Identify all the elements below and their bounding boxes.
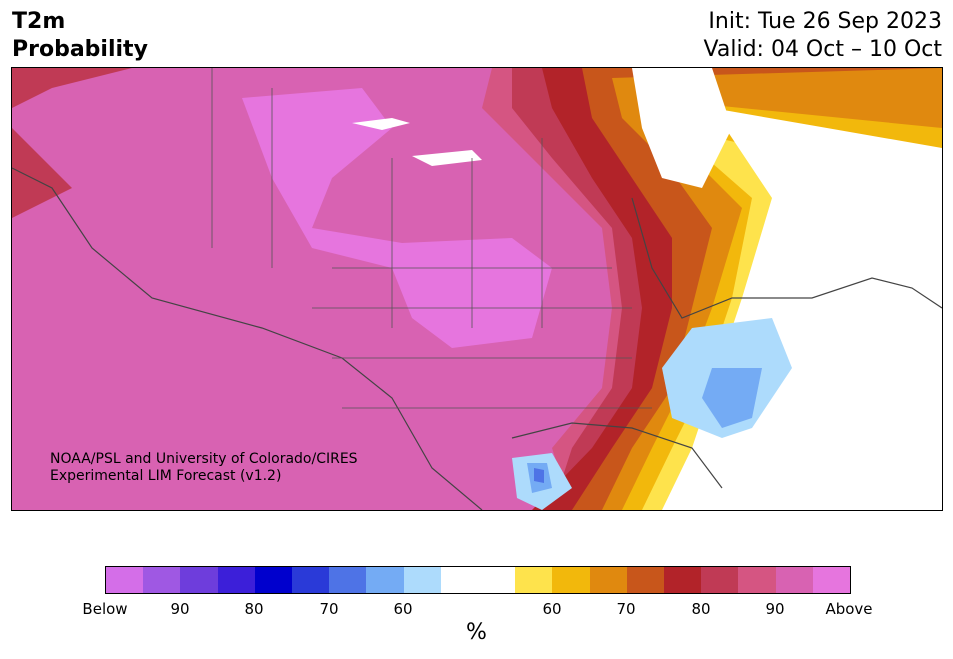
- colorbar-segment: [775, 567, 813, 593]
- colorbar-segment: [812, 567, 851, 593]
- forecast-map: NOAA/PSL and University of Colorado/CIRE…: [11, 67, 943, 511]
- title-line2: Probability: [12, 37, 148, 62]
- colorbar-tick-label: Above: [825, 600, 873, 618]
- coastline-gulf: [511, 422, 723, 489]
- credit-line1: NOAA/PSL and University of Colorado/CIRE…: [50, 451, 358, 467]
- colorbar-segment: [143, 567, 181, 593]
- colorbar-segment: [701, 567, 739, 593]
- colorbar-segment: [403, 567, 441, 593]
- colorbar-tick-label: 90: [765, 600, 785, 618]
- map-svg: [12, 68, 942, 510]
- credit-text: NOAA/PSL and University of Colorado/CIRE…: [50, 451, 358, 485]
- colorbar-segment: [106, 567, 144, 593]
- colorbar-tick-label: 80: [691, 600, 711, 618]
- colorbar-segment: [478, 567, 516, 593]
- colorbar-segment: [292, 567, 330, 593]
- lake-great-bear: [412, 150, 482, 166]
- colorbar-segment: [626, 567, 665, 593]
- colorbar-segment: [217, 567, 255, 593]
- region-alaska-band: [12, 68, 132, 108]
- coastline-east: [631, 197, 942, 319]
- init-date: Init: Tue 26 Sep 2023: [708, 9, 942, 34]
- colorbar: [105, 566, 851, 594]
- colorbar-tick-label: 70: [319, 600, 339, 618]
- colorbar-segment: [515, 567, 553, 593]
- colorbar-segment: [366, 567, 404, 593]
- colorbar-segment: [664, 567, 702, 593]
- region-gulf-below-p65: [534, 468, 544, 483]
- title-line1: T2m: [12, 9, 66, 34]
- colorbar-tick-label: Below: [82, 600, 128, 618]
- political-borders: [211, 68, 652, 409]
- title: T2m Probability: [12, 8, 148, 64]
- colorbar-segment: [180, 567, 218, 593]
- date-info: Init: Tue 26 Sep 2023 Valid: 04 Oct – 10…: [704, 8, 942, 64]
- colorbar-tick-label: 80: [244, 600, 264, 618]
- colorbar-segment: [329, 567, 367, 593]
- credit-line2: Experimental LIM Forecast (v1.2): [50, 468, 282, 484]
- colorbar-tick-label: 70: [616, 600, 636, 618]
- colorbar-tick-label: 90: [170, 600, 190, 618]
- colorbar-tick-label: 60: [542, 600, 562, 618]
- colorbar-tick-label: 60: [393, 600, 413, 618]
- colorbar-segment: [254, 567, 293, 593]
- colorbar-unit-label: %: [466, 620, 487, 645]
- colorbar-segment: [738, 567, 776, 593]
- region-east-below-p60: [702, 368, 762, 428]
- colorbar-segment: [589, 567, 627, 593]
- valid-date: Valid: 04 Oct – 10 Oct: [703, 37, 942, 62]
- colorbar-segment: [440, 567, 479, 593]
- region-central-core: [242, 88, 552, 348]
- colorbar-segment: [552, 567, 590, 593]
- coastline-west: [12, 167, 483, 510]
- hudson-bay: [632, 68, 732, 188]
- lake-great-slave: [352, 118, 410, 130]
